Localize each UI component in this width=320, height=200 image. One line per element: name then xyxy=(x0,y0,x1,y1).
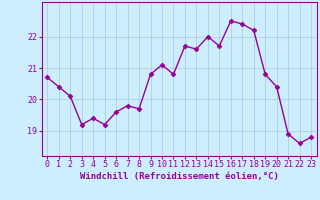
X-axis label: Windchill (Refroidissement éolien,°C): Windchill (Refroidissement éolien,°C) xyxy=(80,172,279,181)
